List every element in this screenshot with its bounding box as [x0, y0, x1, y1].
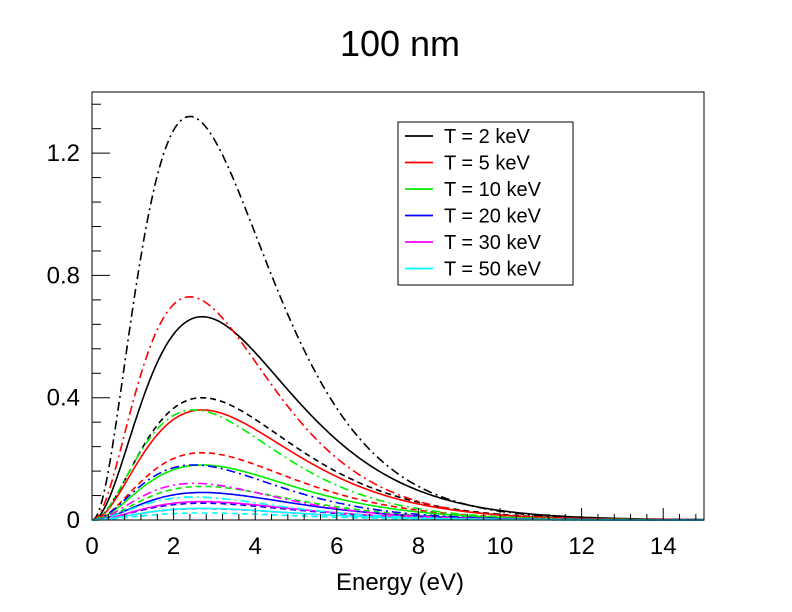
series-line — [91, 315, 704, 521]
legend-label: T = 10 keV — [444, 179, 542, 201]
y-tick-label: 0.8 — [47, 262, 80, 289]
x-tick-label: 12 — [568, 533, 595, 560]
legend: T = 2 keV T = 5 keV T = 10 keV T = 20 keV T … — [397, 121, 574, 286]
x-tick-label: 14 — [650, 533, 677, 560]
legend-label: T = 50 keV — [444, 259, 542, 281]
series-line — [91, 115, 704, 521]
y-tick-label: 1.2 — [47, 140, 80, 167]
y-tick-label: 0.4 — [47, 385, 80, 412]
legend-label: T = 2 keV — [444, 126, 530, 148]
legend-label: T = 5 keV — [444, 153, 530, 175]
series-line — [92, 485, 704, 521]
x-tick-label: 4 — [249, 533, 262, 560]
legend-label: T = 20 keV — [444, 206, 542, 228]
x-tick-label: 10 — [487, 533, 514, 560]
axis-ticks: 0 2 4 6 8 10 12 14 0 0.4 0.8 1.2 — [47, 103, 697, 560]
x-tick-label: 8 — [412, 533, 425, 560]
legend-box — [397, 121, 574, 286]
series-line — [91, 409, 704, 521]
series-line — [91, 295, 704, 521]
series-line — [91, 396, 704, 521]
plot-frame — [91, 91, 705, 521]
chart-title: 100 nm — [340, 23, 460, 64]
x-tick-label: 0 — [85, 533, 98, 560]
x-tick-label: 2 — [167, 533, 180, 560]
legend-label: T = 30 keV — [444, 232, 542, 254]
x-axis-label: Energy (eV) — [336, 569, 464, 596]
x-tick-label: 6 — [330, 533, 343, 560]
y-tick-label: 0 — [67, 507, 80, 534]
